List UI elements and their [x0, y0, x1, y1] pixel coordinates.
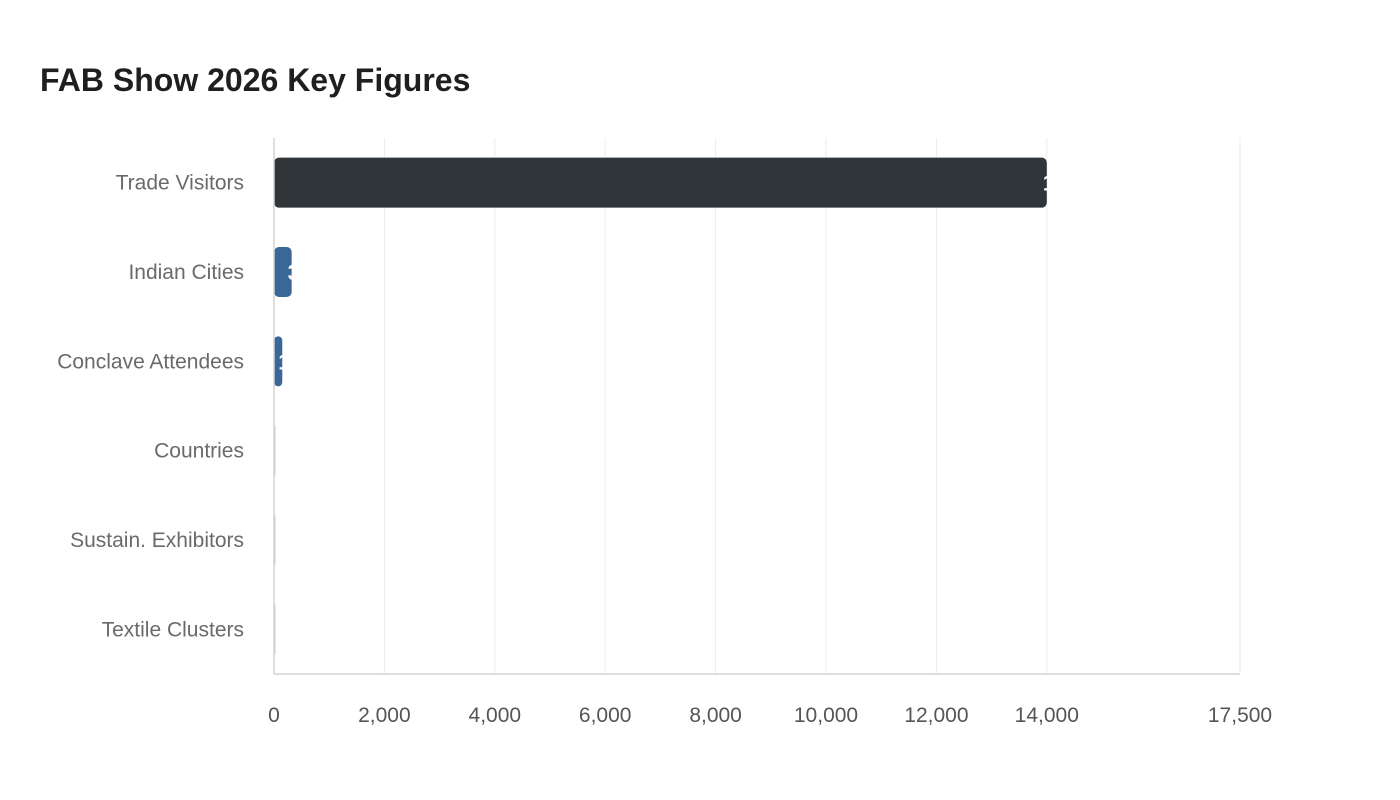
x-tick-label-5: 10,000 — [794, 704, 858, 727]
category-label-4: Sustain. Exhibitors — [70, 529, 244, 552]
bar-2 — [274, 336, 283, 387]
bar-0 — [274, 157, 1047, 208]
x-tick-label-3: 6,000 — [579, 704, 632, 727]
data-label-0: 1 — [1043, 171, 1055, 196]
x-tick-label-1: 2,000 — [358, 704, 411, 727]
category-label-2: Conclave Attendees — [57, 350, 244, 373]
x-tick-label-8: 17,500 — [1208, 704, 1272, 727]
x-tick-label-2: 4,000 — [469, 704, 522, 727]
bars — [274, 157, 1047, 655]
labels: 0 2,000 4,000 6,000 8,000 10,000 12,000 14,000 1… — [57, 171, 1272, 727]
category-label-0: Trade Visitors — [116, 172, 244, 195]
gridlines — [383, 138, 1241, 674]
bar-1 — [274, 247, 292, 297]
data-label-1: 3 — [288, 260, 300, 285]
axes — [273, 138, 1240, 675]
x-tick-label-6: 12,000 — [904, 704, 968, 727]
data-label-2: 1 — [278, 349, 290, 374]
category-label-5: Textile Clusters — [102, 618, 244, 641]
category-label-3: Countries — [154, 440, 244, 463]
x-tick-label-7: 14,000 — [1015, 704, 1079, 727]
x-tick-label-4: 8,000 — [689, 704, 742, 727]
chart-title: FAB Show 2026 Key Figures — [40, 62, 471, 98]
x-tick-label-0: 0 — [268, 704, 280, 727]
category-label-1: Indian Cities — [128, 261, 244, 284]
